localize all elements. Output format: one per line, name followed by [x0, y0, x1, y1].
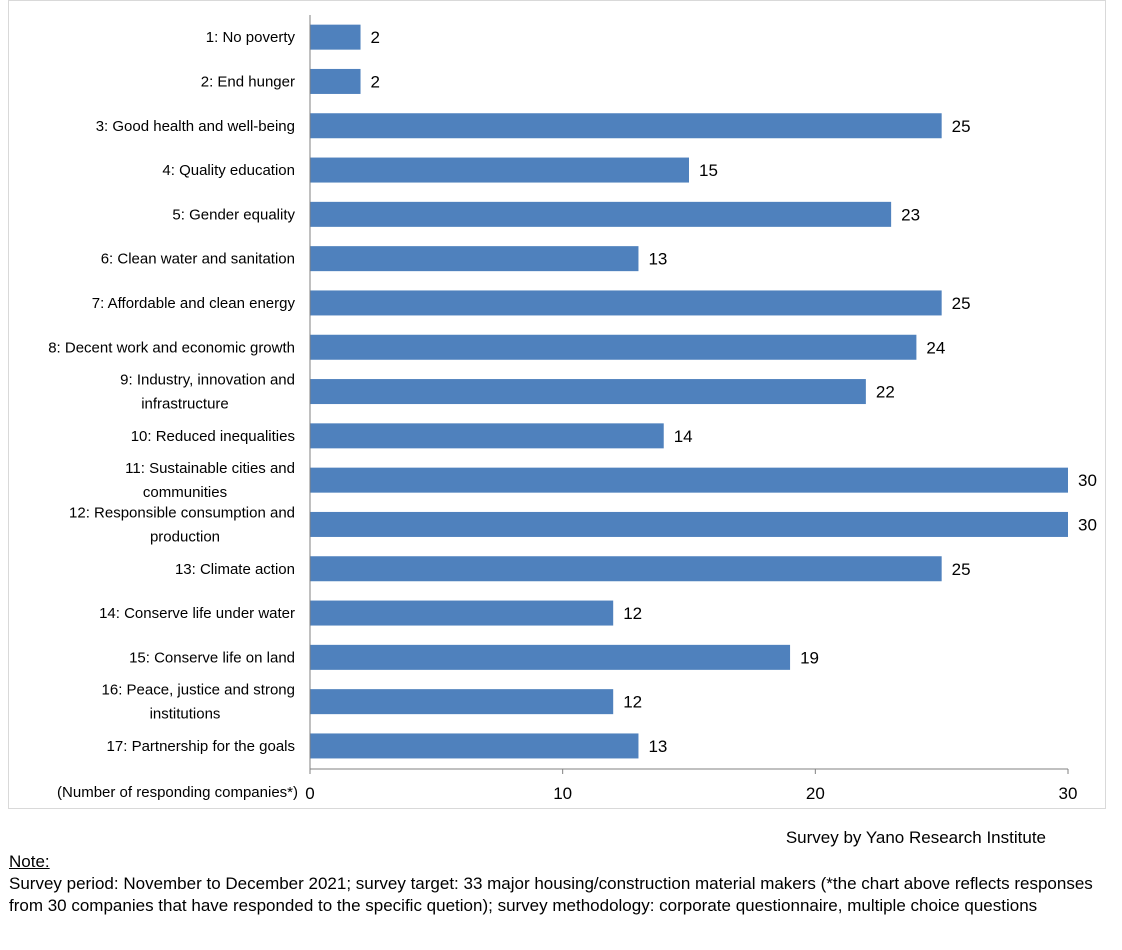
category-label: 16: Peace, justice and strong institution…	[102, 682, 295, 723]
value-label: 12	[623, 693, 642, 712]
value-label: 2	[371, 28, 380, 47]
x-axis-label: (Number of responding companies*)	[57, 784, 298, 801]
category-label: 15: Conserve life on land	[129, 649, 295, 666]
category-label-line: 16: Peace, justice and strong	[102, 682, 295, 699]
category-label-line: 11: Sustainable cities and	[125, 460, 295, 477]
category-label-line: 12: Responsible consumption and	[69, 504, 295, 521]
category-label-line: institutions	[150, 706, 221, 723]
category-label: 13: Climate action	[175, 561, 295, 578]
value-label: 19	[800, 648, 819, 667]
note-block: Note: Survey period: November to Decembe…	[9, 851, 1109, 917]
category-label: 8: Decent work and economic growth	[48, 339, 295, 356]
category-label-line: communities	[143, 484, 227, 501]
note-title: Note:	[9, 852, 50, 871]
category-label: 14: Conserve life under water	[99, 605, 295, 622]
bar	[310, 334, 917, 360]
bar	[310, 689, 614, 715]
bar	[310, 290, 942, 316]
bar	[310, 157, 689, 183]
x-tick-label: 30	[1059, 784, 1078, 803]
x-tick-label: 10	[553, 784, 572, 803]
value-label: 23	[901, 205, 920, 224]
bar	[310, 246, 639, 272]
bar	[310, 68, 361, 94]
source-credit: Survey by Yano Research Institute	[785, 828, 1046, 847]
value-label: 13	[648, 250, 667, 269]
bar	[310, 556, 942, 582]
value-label: 22	[876, 383, 895, 402]
category-label: 5: Gender equality	[172, 206, 295, 223]
value-label: 13	[648, 737, 667, 756]
category-label: 11: Sustainable cities and communities	[125, 460, 295, 501]
bar	[310, 511, 1068, 537]
category-label-line: infrastructure	[141, 396, 229, 413]
category-label-line: 9: Industry, innovation and	[120, 372, 295, 389]
category-label: 9: Industry, innovation and infrastructur…	[120, 372, 295, 413]
value-label: 15	[699, 161, 718, 180]
category-label: 1: No poverty	[206, 29, 296, 46]
bar	[310, 423, 664, 449]
category-label: 17: Partnership for the goals	[107, 738, 295, 755]
bar	[310, 733, 639, 759]
value-label: 14	[674, 427, 693, 446]
bar	[310, 24, 361, 50]
bar	[310, 467, 1068, 493]
bar	[310, 644, 791, 670]
note-body: Survey period: November to December 2021…	[9, 874, 1093, 915]
value-label: 12	[623, 604, 642, 623]
bar	[310, 201, 892, 227]
value-label: 25	[952, 117, 971, 136]
category-label: 10: Reduced inequalities	[131, 428, 295, 445]
value-label: 30	[1078, 471, 1097, 490]
x-tick-label: 20	[806, 784, 825, 803]
value-label: 24	[926, 338, 945, 357]
bar	[310, 113, 942, 139]
x-tick-label: 0	[305, 784, 314, 803]
value-label: 2	[371, 72, 380, 91]
category-label: 7: Affordable and clean energy	[92, 295, 296, 312]
category-label: 4: Quality education	[162, 162, 295, 179]
category-label-line: production	[150, 528, 220, 545]
bar	[310, 379, 866, 405]
category-label: 2: End hunger	[201, 73, 295, 90]
chart-frame	[8, 0, 1106, 809]
bar-chart: 2 1: No poverty 2 2: End hunger 25 3: Good he…	[48, 15, 1097, 803]
bar	[310, 600, 614, 626]
category-label: 3: Good health and well-being	[96, 118, 295, 135]
category-label: 6: Clean water and sanitation	[101, 251, 295, 268]
value-label: 25	[952, 560, 971, 579]
category-label: 12: Responsible consumption and productio…	[69, 504, 295, 545]
value-label: 25	[952, 294, 971, 313]
value-label: 30	[1078, 515, 1097, 534]
